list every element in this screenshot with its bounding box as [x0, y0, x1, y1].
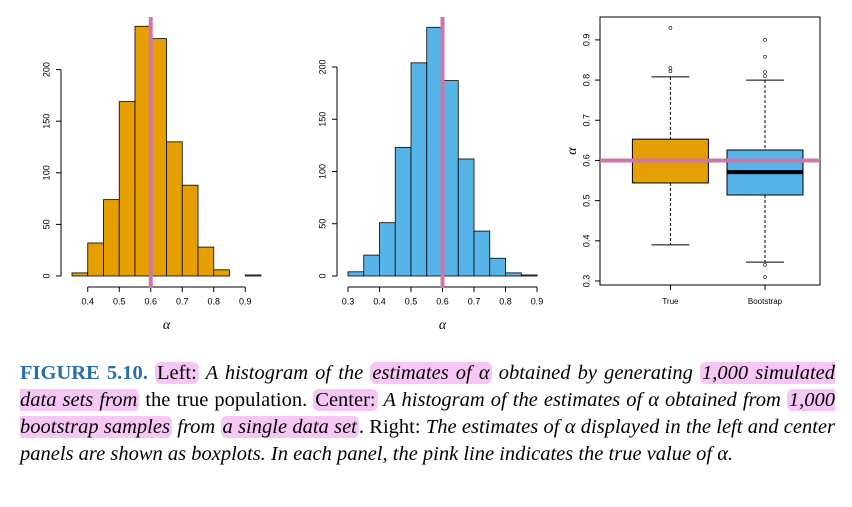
- x-tick-label: 0.4: [373, 296, 386, 306]
- bar: [197, 246, 215, 277]
- outlier: [668, 66, 673, 70]
- bar: [181, 184, 199, 277]
- outlier: [763, 38, 767, 42]
- bar: [426, 26, 443, 277]
- x-tick-label: 0.5: [113, 296, 126, 306]
- x-tick-label: 0.8: [499, 296, 512, 306]
- caption-text: .: [358, 416, 364, 438]
- y-tick-label: 0.3: [581, 275, 591, 288]
- bar: [87, 242, 104, 277]
- outlier: [668, 25, 673, 30]
- figure: 0.4 0.5 0.6 0.7 0.8 0.9 0 50 100 150 200 α 0.3 0.4 0.5…: [41, 16, 821, 333]
- caption-text: from: [171, 416, 221, 438]
- y-tick-label: 0.8: [581, 74, 591, 87]
- x-tick-label: 0.3: [342, 296, 355, 306]
- y-tick-label: 0: [317, 273, 327, 278]
- bar: [394, 147, 412, 277]
- bar: [71, 272, 89, 277]
- bar: [150, 38, 167, 277]
- bar: [134, 25, 152, 277]
- x-axis-label: α: [439, 318, 447, 333]
- bar: [347, 271, 365, 277]
- bar: [442, 80, 459, 277]
- figure-label: FIGURE 5.10.: [20, 362, 148, 384]
- x-tick-label: Bootstrap: [748, 297, 783, 306]
- x-tick-label: 0.8: [207, 296, 220, 306]
- outlier: [763, 263, 767, 267]
- caption-text: The estimates of α displayed in the left…: [20, 416, 836, 465]
- bar: [505, 272, 522, 277]
- x-axis-label: α: [163, 318, 171, 333]
- bar: [489, 257, 506, 277]
- caption-text: A histogram of the estimates of α obtain…: [377, 389, 787, 411]
- outlier: [763, 54, 767, 59]
- x-tick-label: 0.9: [531, 296, 544, 306]
- outlier: [668, 69, 673, 74]
- bar: [379, 222, 396, 277]
- bar: [118, 101, 136, 277]
- bar: [473, 230, 491, 277]
- y-tick-label: 50: [41, 219, 51, 229]
- x-tick-label: 0.4: [81, 296, 94, 306]
- y-tick-label: 0.6: [581, 154, 591, 167]
- caption-text: a single data set: [220, 416, 359, 438]
- y-tick-label: 0.7: [581, 114, 591, 127]
- y-tick-label: 0: [41, 273, 51, 278]
- y-tick-label: 100: [41, 165, 51, 180]
- bar: [457, 158, 475, 277]
- bar: [213, 269, 230, 277]
- x-tick-label: 0.7: [468, 296, 481, 306]
- caption-text: obtained by generating: [491, 362, 701, 384]
- outlier: [763, 70, 767, 74]
- caption-text: A histogram of the: [198, 362, 371, 384]
- caption-text: Left:: [154, 362, 199, 384]
- bar: [520, 274, 538, 277]
- y-tick-label: 50: [317, 219, 327, 229]
- caption: FIGURE 5.10. Left: A histogram of the es…: [20, 360, 835, 468]
- caption-text: estimates of α: [370, 362, 492, 384]
- x-tick-label: True: [662, 297, 679, 306]
- outlier: [763, 275, 767, 279]
- bar: [363, 254, 380, 277]
- caption-text: the true population.: [139, 389, 314, 411]
- x-tick-label: 0.9: [239, 296, 252, 306]
- bar: [166, 141, 183, 277]
- x-tick-label: 0.6: [436, 296, 449, 306]
- bar: [103, 199, 120, 277]
- y-tick-label: 0.4: [581, 235, 591, 248]
- caption-text: Right:: [364, 416, 421, 438]
- caption-text: Center:: [313, 389, 378, 411]
- x-tick-label: 0.5: [405, 296, 418, 306]
- y-tick-label: 0.5: [581, 194, 591, 207]
- y-tick-label: 0.9: [581, 34, 591, 47]
- y-tick-label: 100: [317, 164, 327, 179]
- plot-frame: [599, 16, 821, 286]
- x-tick-label: 0.7: [176, 296, 189, 306]
- bar: [244, 274, 262, 277]
- x-tick-label: 0.6: [144, 296, 157, 306]
- y-tick-label: 200: [317, 60, 327, 75]
- bar: [410, 62, 428, 277]
- y-tick-label: 200: [41, 62, 51, 77]
- y-tick-label: 150: [317, 112, 327, 127]
- outlier: [763, 74, 767, 78]
- y-axis-label: α: [565, 147, 580, 155]
- y-tick-label: 150: [41, 114, 51, 129]
